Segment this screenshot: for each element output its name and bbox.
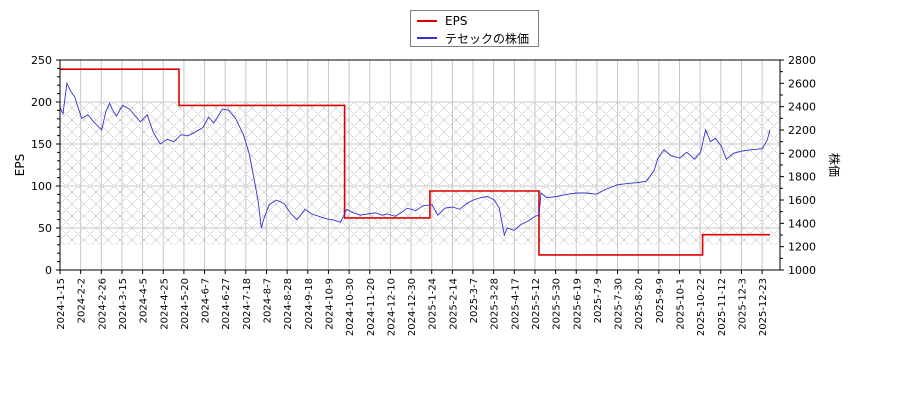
grid-lines	[60, 60, 780, 270]
x-tick-label: 2024-2-2	[77, 278, 88, 323]
x-tick-label: 2025-5-30	[552, 278, 563, 330]
x-tick-label: 2024-10-9	[324, 278, 335, 330]
y-axis-label-right: 株価	[827, 153, 842, 177]
x-tick-label: 2025-3-7	[469, 278, 480, 323]
y-tick-label-left: 150	[31, 138, 52, 151]
x-tick-label: 2025-1-24	[428, 278, 439, 330]
x-tick-label: 2025-12-3	[737, 278, 748, 330]
y-tick-label-right: 1600	[788, 194, 816, 207]
x-tick-label: 2024-11-20	[366, 278, 377, 336]
y-tick-label-right: 2200	[788, 124, 816, 137]
x-tick-label: 2025-7-9	[593, 278, 604, 323]
x-tick-label: 2025-12-23	[758, 278, 769, 336]
y-tick-label-right: 1200	[788, 241, 816, 254]
y-tick-label-right: 2600	[788, 77, 816, 90]
legend: EPS テセックの株価	[410, 10, 539, 47]
x-tick-label: 2024-12-10	[386, 278, 397, 336]
x-tick-label: 2025-4-17	[510, 278, 521, 330]
axes: 0 50 100 150 200 250 1000 1200 1400 1600 1800 2000 2…	[31, 54, 816, 336]
x-tick-label: 2024-4-5	[139, 278, 150, 323]
y-tick-label-right: 2000	[788, 147, 816, 160]
x-tick-label: 2024-7-18	[242, 278, 253, 330]
y-tick-label-right: 1000	[788, 264, 816, 277]
x-tick-label: 2024-3-15	[118, 278, 129, 330]
y-tick-label-right: 2400	[788, 101, 816, 114]
hatch-band	[60, 102, 780, 245]
y-tick-label-right: 2800	[788, 54, 816, 67]
x-tick-label: 2025-2-14	[448, 278, 459, 330]
y-tick-label-right: 1400	[788, 217, 816, 230]
x-tick-label: 2024-8-7	[263, 278, 274, 323]
x-tick-label: 2025-6-19	[572, 278, 583, 330]
y-tick-label-left: 100	[31, 180, 52, 193]
x-tick-label: 2025-10-1	[676, 278, 687, 330]
y-tick-label-left: 250	[31, 54, 52, 67]
x-tick-label: 2025-7-30	[614, 278, 625, 330]
x-tick-label: 2025-10-22	[696, 278, 707, 336]
y-axis-label-left: EPS	[13, 154, 27, 176]
eps-line	[60, 68, 770, 256]
y-tick-label-right: 1800	[788, 171, 816, 184]
x-tick-label: 2025-3-28	[490, 278, 501, 330]
stock-price-line	[60, 81, 771, 237]
x-tick-label: 2024-6-27	[221, 278, 232, 330]
series-lines	[60, 68, 771, 256]
x-tick-label: 2025-9-9	[655, 278, 666, 323]
y-tick-label-left: 200	[31, 96, 52, 109]
y-tick-label-left: 0	[45, 264, 52, 277]
x-tick-label: 2024-6-7	[201, 278, 212, 323]
y-tick-label-left: 50	[38, 222, 52, 235]
x-tick-label: 2025-8-20	[634, 278, 645, 330]
x-tick-label: 2024-2-26	[97, 278, 108, 330]
x-tick-label: 2024-12-30	[407, 278, 418, 336]
legend-item-eps: EPS	[417, 13, 467, 29]
legend-swatch-eps	[417, 20, 437, 22]
x-tick-label: 2024-1-15	[56, 278, 67, 330]
legend-label-eps: EPS	[445, 14, 468, 28]
legend-label-price: テセックの株価	[445, 31, 530, 46]
x-tick-label: 2024-4-25	[159, 278, 170, 330]
x-tick-label: 2024-8-28	[283, 278, 294, 330]
x-tick-label: 2024-10-30	[345, 278, 356, 336]
hatch-rect	[60, 102, 780, 245]
legend-item-price: テセックの株価	[417, 30, 529, 46]
x-tick-label: 2024-5-20	[180, 278, 191, 330]
x-tick-label: 2025-11-12	[717, 278, 728, 336]
x-tick-label: 2025-5-12	[531, 278, 542, 330]
x-tick-label: 2024-9-18	[304, 278, 315, 330]
legend-swatch-price	[417, 37, 437, 39]
